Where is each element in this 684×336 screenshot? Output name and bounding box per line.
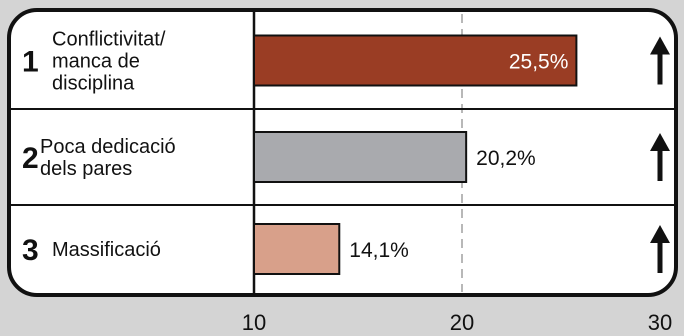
data-label: 20,2% [476, 147, 536, 170]
up-arrow-icon [650, 36, 670, 85]
bar [253, 131, 468, 183]
category-label: manca de [52, 51, 140, 73]
category-label: dels pares [40, 158, 132, 180]
x-tick-label: 30 [648, 310, 672, 335]
bar [253, 223, 341, 275]
category-label: Poca dedicació [40, 136, 176, 158]
category-label: Massificació [52, 239, 161, 261]
rank-number: 1 [22, 46, 39, 79]
bar [253, 34, 578, 87]
x-tick-label: 20 [450, 310, 474, 335]
category-label: Conflictivitat/ [52, 29, 166, 51]
data-label: 25,5% [509, 51, 569, 74]
category-label: disciplina [52, 73, 135, 95]
up-arrow-icon [650, 133, 670, 181]
rank-number: 2 [22, 142, 39, 175]
x-tick-label: 10 [242, 310, 266, 335]
bars: 25,5% 20,2% 14,1% [253, 34, 578, 275]
rank-number: 3 [22, 234, 39, 267]
trend-arrows [650, 36, 670, 273]
x-axis-ticks: 10 20 30 [242, 310, 672, 335]
up-arrow-icon [650, 225, 670, 273]
data-label: 14,1% [349, 239, 409, 262]
